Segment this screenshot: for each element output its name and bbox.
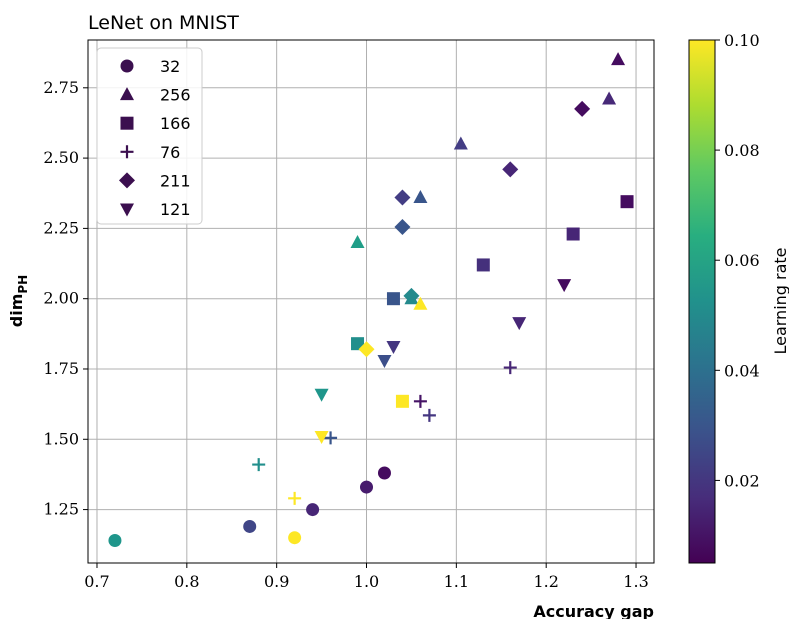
point-diamond-211 [394, 189, 411, 206]
legend-label: 121 [160, 200, 191, 219]
point-triangle-down-121 [386, 340, 401, 354]
axis-ticks: 0.7 0.8 0.9 1.0 1.1 1.2 1.3 1.25 1.50 1.75 2.00 2.2… [43, 78, 648, 591]
point-plus-76 [252, 458, 266, 472]
point-square-166 [620, 195, 634, 209]
y-axis-label-group: dimPH [7, 275, 30, 327]
point-plus-76 [413, 394, 427, 408]
grid-lines [88, 40, 654, 563]
point-plus-76 [324, 431, 338, 445]
y-axis-label-subscript: PH [16, 275, 30, 294]
point-triangle-up-256 [611, 52, 626, 66]
legend-label: 166 [160, 114, 191, 133]
point-triangle-up-256 [413, 189, 428, 203]
legend: 32 256 166 76 211 121 [96, 47, 203, 225]
x-tick-label: 0.7 [84, 572, 109, 591]
x-tick-label: 1.3 [623, 572, 648, 591]
point-square-166 [386, 292, 400, 306]
point-circle-32 [360, 480, 374, 494]
point-triangle-down-121 [314, 430, 329, 444]
point-circle-32 [306, 503, 320, 517]
point-plus-76 [288, 491, 302, 505]
y-tick-label: 1.75 [43, 359, 79, 378]
legend-marker-plus [120, 145, 134, 159]
point-square-166 [395, 394, 409, 408]
point-triangle-up-256 [602, 91, 617, 105]
legend-label: 76 [160, 143, 180, 162]
point-circle-32 [288, 531, 302, 545]
colorbar: 0.02 0.04 0.06 0.08 0.10 Learning rate [688, 31, 789, 564]
legend-box [96, 47, 203, 225]
point-diamond-211 [574, 100, 591, 117]
colorbar-tick-label: 0.08 [724, 141, 760, 160]
point-diamond-211 [358, 341, 375, 358]
y-tick-label: 2.75 [43, 78, 79, 97]
x-tick-label: 0.8 [174, 572, 199, 591]
y-tick-label: 2.50 [43, 148, 79, 167]
point-triangle-down-121 [557, 279, 572, 293]
point-triangle-up-256 [453, 136, 468, 150]
point-circle-32 [377, 466, 391, 480]
x-tick-label: 1.0 [354, 572, 379, 591]
x-tick-label: 1.1 [444, 572, 469, 591]
point-square-166 [566, 227, 580, 241]
legend-label: 256 [160, 86, 191, 105]
y-tick-label: 1.25 [43, 500, 79, 519]
point-diamond-211 [394, 218, 411, 235]
point-triangle-down-121 [377, 355, 392, 369]
data-points [108, 52, 634, 548]
y-tick-label: 2.25 [43, 218, 79, 237]
chart-title: LeNet on MNIST [88, 12, 239, 34]
colorbar-tick-label: 0.04 [724, 361, 760, 380]
point-square-166 [476, 258, 490, 272]
point-plus-76 [422, 408, 436, 422]
legend-label: 211 [160, 171, 191, 190]
point-square-166 [351, 337, 365, 351]
point-diamond-211 [403, 287, 420, 304]
x-axis-label: Accuracy gap [533, 602, 654, 619]
svg-text:dimPH: dimPH [7, 275, 30, 327]
legend-marker-triangle-up [120, 87, 134, 101]
point-triangle-up-256 [413, 296, 428, 310]
legend-marker-square [120, 116, 134, 130]
point-diamond-211 [502, 161, 519, 178]
point-triangle-down-121 [512, 317, 527, 331]
colorbar-label: Learning rate [771, 247, 789, 354]
legend-label: 32 [160, 57, 180, 76]
plot-frame [87, 39, 655, 564]
point-circle-32 [108, 534, 122, 548]
x-tick-label: 1.2 [533, 572, 558, 591]
legend-marker-diamond [119, 172, 135, 189]
point-circle-32 [243, 519, 257, 533]
y-tick-label: 1.50 [43, 429, 79, 448]
legend-marker-triangle-down [120, 203, 134, 217]
x-tick-label: 0.9 [264, 572, 289, 591]
point-plus-76 [503, 361, 517, 375]
colorbar-tick-label: 0.10 [724, 31, 760, 50]
legend-marker-circle [120, 59, 134, 73]
colorbar-gradient [688, 39, 716, 564]
colorbar-tick-label: 0.06 [724, 251, 760, 270]
y-tick-label: 2.00 [43, 289, 79, 308]
y-axis-label: dim [7, 294, 26, 328]
colorbar-tick-label: 0.02 [724, 471, 760, 490]
point-triangle-up-256 [350, 234, 365, 248]
point-triangle-down-121 [314, 388, 329, 402]
